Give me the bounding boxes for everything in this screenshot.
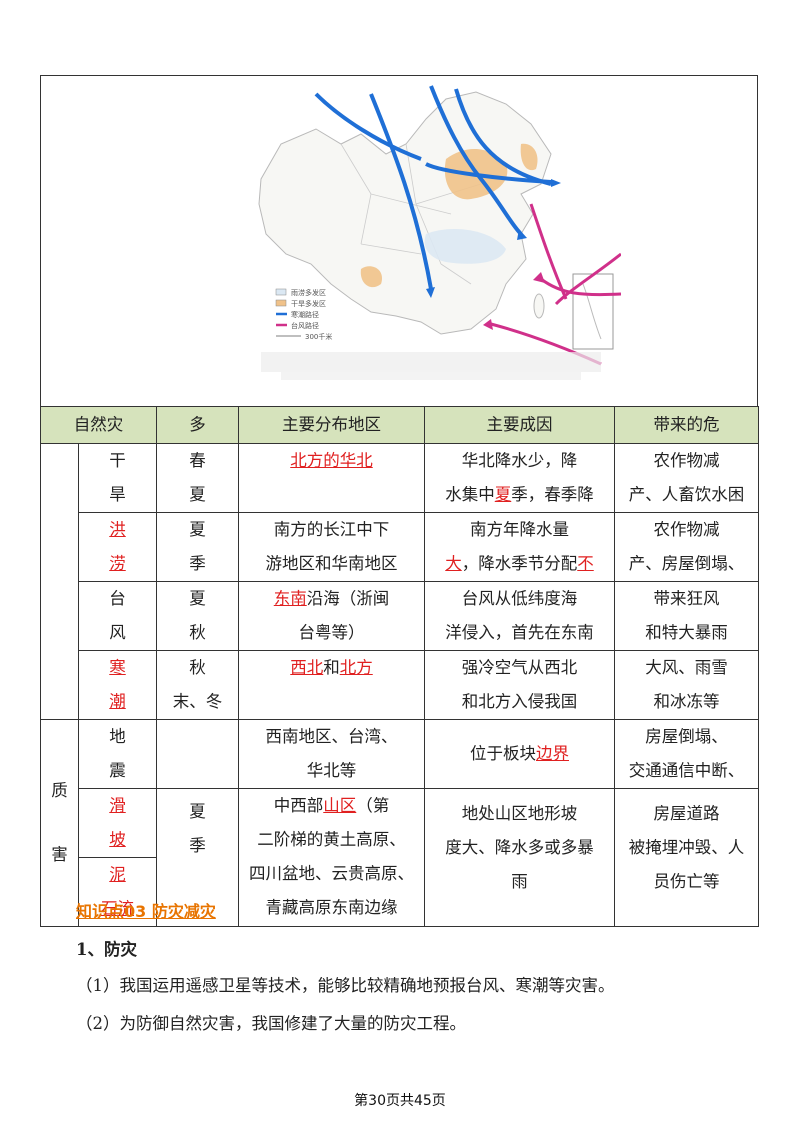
table-row: 滑坡 夏季 中西部山区（第 二阶梯的黄土高原、 四川盆地、云贵高原、 青藏高原东南边缘… (41, 788, 759, 927)
hazard-name: 滑坡 (78, 788, 157, 858)
legend-drought: 干旱多发区 (291, 299, 326, 308)
hazard-cause: 强冷空气从西北 和北方入侵我国 (424, 650, 615, 720)
table-row: 质害 地震 西南地区、台湾、 华北等 位于板块边界 房屋倒塌、 交通通信中断、 (40, 719, 759, 927)
hazard-area: 西南地区、台湾、 华北等 (238, 719, 425, 789)
map-panel: 雨涝多发区 干旱多发区 寒潮路径 台风路径 300千米 (40, 75, 758, 406)
table-row: 泥石流 (41, 857, 759, 927)
page-footer: 第30页共45页 (354, 1093, 446, 1109)
paragraph-2: （2）为防御自然灾害，我国修建了大量的防灾工程。 (76, 1014, 466, 1033)
hazard-season: 夏季 (156, 512, 239, 582)
flood-zone (424, 229, 506, 264)
drought-zone-southwest (360, 266, 382, 288)
hazard-name: 洪涝 (78, 512, 157, 582)
hazard-effect: 房屋道路 被掩埋冲毁、人 员伤亡等 (614, 788, 759, 927)
map-caption-band (261, 352, 601, 372)
hazard-cause: 华北降水少，降 水集中夏季，春季降 (424, 443, 615, 513)
hazard-season (156, 719, 239, 789)
cold-wave-arrowheads (426, 179, 561, 298)
hazard-season: 夏秋 (156, 581, 239, 651)
hazard-cause: 地处山区地形坡 度大、降水多或多暴雨 (424, 788, 615, 927)
header-cause: 主要成因 (424, 406, 615, 444)
legend-flood: 雨涝多发区 (291, 288, 326, 297)
hazard-season: 春夏 (156, 443, 239, 513)
group-label-meteorological (40, 443, 79, 720)
hazard-name: 寒潮 (78, 650, 157, 720)
south-china-sea-inset (572, 273, 614, 350)
map-legend: 雨涝多发区 干旱多发区 寒潮路径 台风路径 300千米 (275, 288, 332, 341)
hazard-name: 地震 (78, 719, 157, 789)
hazard-effect: 农作物减 产、房屋倒塌、 (614, 512, 759, 582)
header-hazard: 自然灾 (40, 406, 157, 444)
hazard-effect: 房屋倒塌、 交通通信中断、 (614, 719, 759, 789)
hazard-name: 干旱 (78, 443, 157, 513)
legend-cold-wave: 寒潮路径 (291, 310, 319, 319)
header-season: 多 (156, 406, 239, 444)
typhoon-arrowheads (483, 272, 545, 330)
hazard-area: 东南沿海（浙闽 台粤等） (238, 581, 425, 651)
table-row: 寒潮 秋末、冬 西北和北方 强冷空气从西北 和北方入侵我国 大风、雨雪 和冰冻等 (41, 650, 759, 720)
hazard-effect: 大风、雨雪 和冰冻等 (614, 650, 759, 720)
hazard-cause: 台风从低纬度海 洋侵入，首先在东南 (424, 581, 615, 651)
paragraph-1: （1）我国运用遥感卫星等技术，能够比较精确地预报台风、寒潮等灾害。 (76, 976, 615, 995)
hazard-name: 泥石流 (78, 857, 157, 927)
hazard-cause: 位于板块边界 (424, 719, 615, 789)
legend-scale: 300千米 (305, 332, 332, 341)
legend-typhoon: 台风路径 (291, 321, 319, 330)
table-header-row: 自然灾 多 主要分布地区 主要成因 带来的危 (40, 406, 759, 444)
hazard-table: 自然灾 多 主要分布地区 主要成因 带来的危 干旱 春夏 北方的华北 华北降水少… (40, 406, 759, 927)
hazard-area: 南方的长江中下 游地区和华南地区 (238, 512, 425, 582)
subheading: 1、防灾 (76, 940, 137, 959)
table-row: 洪涝 夏季 南方的长江中下 游地区和华南地区 南方年降水量 大，降水季节分配不 农作… (41, 512, 759, 582)
hazard-area: 西北和北方 (238, 650, 425, 720)
header-area: 主要分布地区 (238, 406, 425, 444)
china-hazard-map: 雨涝多发区 干旱多发区 寒潮路径 台风路径 300千米 (258, 85, 621, 380)
hazard-season: 夏季 (156, 788, 239, 927)
header-effect: 带来的危 (614, 406, 759, 444)
hazard-name: 台风 (78, 581, 157, 651)
content-frame: 雨涝多发区 干旱多发区 寒潮路径 台风路径 300千米 自然灾 多 主要分布地 (40, 75, 759, 927)
area-highlight: 北方的华北 (290, 451, 373, 470)
group-label-geological: 质害 (40, 719, 79, 927)
table-row: 台风 夏秋 东南沿海（浙闽 台粤等） 台风从低纬度海 洋侵入，首先在东南 带来狂风和… (41, 581, 759, 651)
hazard-effect: 农作物减 产、人畜饮水困 (614, 443, 759, 513)
hazard-effect: 带来狂风 和特大暴雨 (614, 581, 759, 651)
hazard-season: 秋末、冬 (156, 650, 239, 720)
hazard-cause: 南方年降水量 大，降水季节分配不 (424, 512, 615, 582)
taiwan-island (533, 293, 545, 319)
cold-wave-paths (314, 85, 552, 290)
drought-zone-northeast (520, 143, 538, 171)
hazard-area: 中西部山区（第 二阶梯的黄土高原、 四川盆地、云贵高原、 青藏高原东南边缘 (238, 788, 425, 927)
hazard-area: 北方的华北 (238, 443, 425, 513)
section-heading[interactable]: 知识点03 防灾减灾 (76, 902, 216, 921)
table-row: 干旱 春夏 北方的华北 华北降水少，降 水集中夏季，春季降 农作物减 产、人畜饮水困 (40, 443, 759, 720)
